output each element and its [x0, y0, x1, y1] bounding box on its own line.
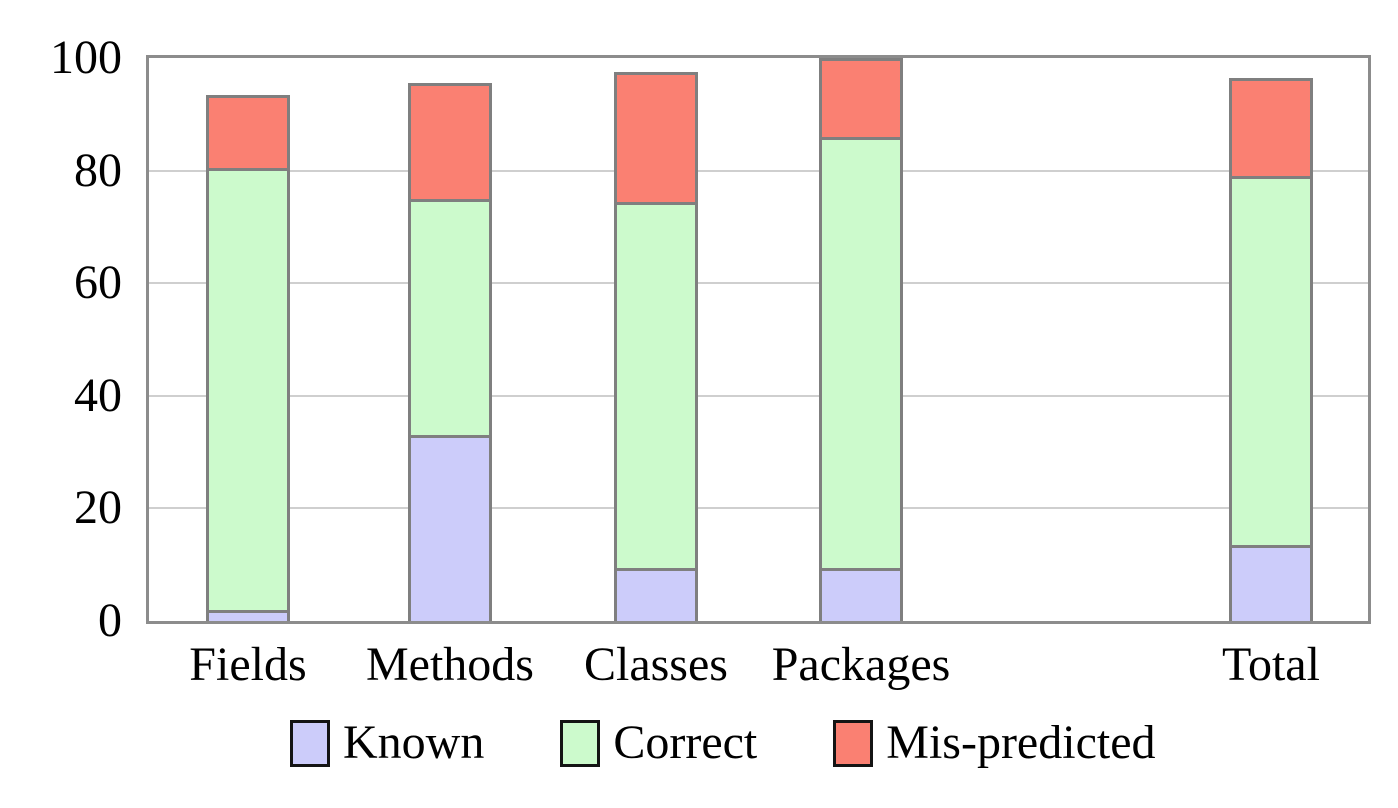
- bar-segment-known: [819, 567, 904, 621]
- legend: Known Correct Mis-predicted: [290, 716, 1156, 770]
- bar-segment-known: [613, 567, 698, 621]
- x-tick-label-packages: Packages: [771, 638, 951, 691]
- bar-segment-mis-predicted: [407, 83, 492, 199]
- bar-segment-correct: [819, 136, 904, 568]
- bar-segment-correct: [407, 198, 492, 436]
- x-tick-label-classes: Classes: [583, 638, 728, 691]
- bar-fields: [205, 58, 290, 621]
- bar-segment-correct: [1228, 176, 1313, 545]
- legend-item-correct: Correct: [560, 716, 757, 770]
- y-tick-label-0: 0: [98, 594, 122, 647]
- y-tick-label-100: 100: [50, 31, 122, 84]
- x-tick-label-total: Total: [1221, 638, 1320, 691]
- bar-methods: [407, 58, 492, 621]
- bar-classes: [613, 58, 698, 621]
- x-tick-label-methods: Methods: [365, 638, 534, 691]
- bar-segment-mis-predicted: [205, 94, 290, 168]
- plot-area: [146, 55, 1371, 624]
- bar-total: [1228, 58, 1313, 621]
- gridline-40: [149, 394, 1368, 397]
- bar-segment-mis-predicted: [613, 72, 698, 202]
- y-tick-label-40: 40: [74, 368, 122, 422]
- legend-label-known: Known: [343, 716, 485, 769]
- gridline-80: [149, 169, 1368, 172]
- legend-label-correct: Correct: [613, 716, 758, 769]
- gridline-20: [149, 507, 1368, 510]
- bar-packages: [819, 58, 904, 621]
- gridline-60: [149, 282, 1368, 285]
- legend-swatch-correct: [560, 719, 601, 767]
- legend-swatch-known: [290, 719, 330, 767]
- x-tick-label-fields: Fields: [189, 638, 307, 691]
- legend-item-mis-predicted: Mis-predicted: [833, 716, 1156, 770]
- bar-segment-correct: [205, 167, 290, 610]
- legend-item-known: Known: [290, 716, 484, 770]
- bar-segment-correct: [613, 201, 698, 568]
- bar-segment-known: [1228, 545, 1313, 621]
- y-tick-label-60: 60: [74, 256, 122, 310]
- bar-segment-mis-predicted: [819, 58, 904, 137]
- bar-segment-known: [205, 609, 290, 621]
- y-tick-label-80: 80: [74, 143, 122, 197]
- legend-label-mis-predicted: Mis-predicted: [886, 716, 1156, 769]
- legend-swatch-mis-predicted: [833, 719, 874, 767]
- bar-segment-known: [407, 435, 492, 621]
- y-tick-label-20: 20: [74, 481, 122, 535]
- bar-segment-mis-predicted: [1228, 77, 1313, 177]
